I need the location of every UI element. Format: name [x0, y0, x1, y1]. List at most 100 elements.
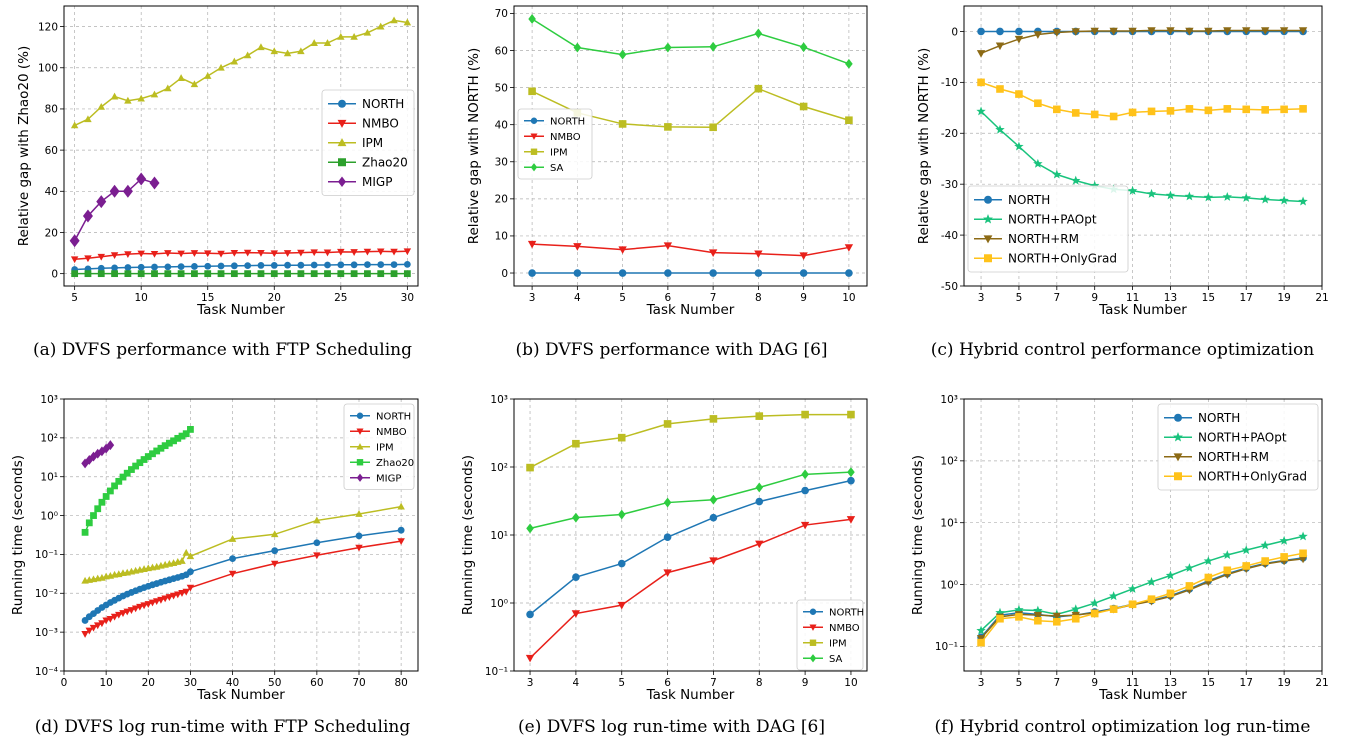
data-point: [799, 269, 808, 277]
data-point: [526, 523, 534, 534]
data-point: [1222, 191, 1232, 201]
data-point: [397, 526, 405, 534]
data-point: [1015, 90, 1023, 98]
x-tick-label: 9: [1091, 677, 1098, 689]
data-point: [148, 599, 157, 607]
legend-label: NORTH+OnlyGrad: [1198, 470, 1307, 484]
legend-marker: [356, 473, 364, 482]
data-point: [70, 121, 79, 129]
data-point: [618, 49, 627, 60]
data-point: [1223, 566, 1232, 575]
data-point: [164, 263, 172, 271]
data-point: [84, 115, 92, 123]
legend-marker: [1174, 472, 1182, 481]
data-point: [1242, 562, 1251, 570]
legend-box: [1157, 403, 1319, 491]
data-point: [1090, 180, 1100, 190]
y-tick-label: 10⁰: [490, 598, 508, 610]
data-point: [1242, 27, 1251, 35]
x-tick-label: 25: [334, 292, 347, 304]
x-axis-label: Task Number: [196, 687, 285, 700]
data-point: [397, 502, 405, 510]
data-point: [617, 509, 626, 520]
data-point: [97, 270, 105, 278]
x-tick-label: 13: [1164, 292, 1177, 304]
data-point: [89, 624, 98, 632]
data-point: [1165, 570, 1176, 580]
x-tick-label: 15: [201, 292, 214, 304]
data-point: [1033, 31, 1043, 39]
x-tick-label: 10: [135, 292, 148, 304]
data-point: [337, 248, 345, 256]
data-point: [191, 263, 198, 270]
data-point: [709, 513, 718, 522]
data-point: [97, 102, 106, 110]
data-point: [377, 261, 385, 268]
data-point: [1166, 27, 1175, 35]
data-point: [350, 270, 358, 278]
legend-label: NORTH: [376, 411, 411, 422]
data-point: [243, 51, 252, 59]
legend-marker: [356, 428, 364, 435]
data-point: [140, 602, 148, 610]
x-axis-label: Task Number: [646, 302, 735, 318]
data-point: [217, 270, 225, 278]
data-point: [1203, 556, 1214, 566]
data-point: [800, 521, 810, 530]
data-point: [85, 627, 94, 635]
x-tick-label: 19: [1277, 677, 1290, 689]
data-point: [164, 250, 172, 257]
data-point: [82, 209, 93, 223]
data-point: [1071, 28, 1080, 36]
data-point: [1204, 106, 1213, 115]
data-point: [801, 486, 809, 495]
legend-marker: [1173, 432, 1183, 442]
data-point: [182, 548, 190, 556]
data-point: [71, 270, 79, 278]
series-line: [84, 428, 191, 533]
y-tick-label: 0: [51, 268, 58, 280]
data-point: [1241, 192, 1251, 202]
x-tick-label: 3: [978, 677, 985, 689]
data-point: [1108, 591, 1119, 601]
data-point: [137, 270, 145, 278]
legend-label: IPM: [550, 147, 568, 158]
data-point: [106, 440, 115, 451]
data-point: [754, 84, 763, 93]
data-point: [403, 18, 412, 26]
data-point: [976, 50, 986, 58]
x-tick-label: 50: [268, 677, 281, 689]
data-point: [150, 250, 159, 258]
legend-label: NORTH+PAOpt: [1198, 431, 1287, 445]
series-c-north-rm: [976, 27, 1308, 58]
data-point: [618, 246, 627, 255]
data-point: [270, 270, 278, 278]
data-point: [283, 49, 292, 57]
data-point: [149, 176, 160, 190]
data-point: [573, 243, 582, 251]
y-tick-label: 10³: [40, 394, 58, 406]
data-point: [186, 584, 195, 592]
data-point: [243, 249, 252, 257]
legend-marker: [356, 412, 364, 419]
data-point: [102, 493, 110, 500]
data-point: [1127, 185, 1138, 195]
data-point: [187, 568, 194, 576]
x-tick-label: 17: [1240, 677, 1253, 689]
y-tick-label: 10⁻²: [35, 588, 58, 600]
data-point: [571, 610, 581, 618]
data-point: [364, 261, 371, 268]
series-line: [531, 18, 850, 65]
data-point: [1146, 577, 1157, 586]
data-point: [528, 14, 536, 24]
chart-e: 3 4 5 6 7 8 9 10 10⁻¹ 10⁰ 10¹ 10² 10³ Task Number Runn…: [460, 394, 868, 703]
data-point: [1260, 194, 1270, 204]
y-tick-label: 0: [501, 268, 508, 280]
data-point: [174, 591, 182, 599]
data-point: [313, 516, 321, 524]
data-point: [350, 32, 358, 40]
data-point: [136, 603, 144, 611]
data-point: [137, 94, 145, 102]
legend-label: NORTH+RM: [1008, 232, 1079, 246]
legend-marker: [356, 443, 364, 450]
